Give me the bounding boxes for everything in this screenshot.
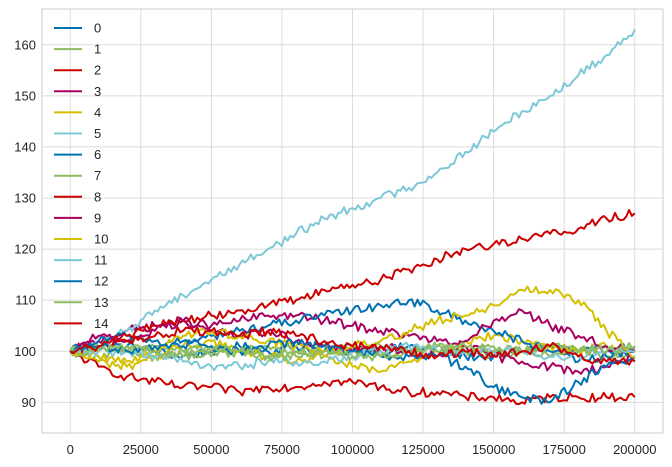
x-tick-label: 125000 bbox=[401, 442, 444, 457]
x-tick-label: 175000 bbox=[543, 442, 586, 457]
legend-label-7: 7 bbox=[94, 168, 101, 183]
y-tick-label: 120 bbox=[14, 242, 36, 257]
series-line-2 bbox=[69, 349, 636, 406]
legend-label-1: 1 bbox=[94, 42, 101, 57]
legend-label-12: 12 bbox=[94, 274, 108, 289]
legend-label-11: 11 bbox=[94, 253, 108, 268]
legend-label-14: 14 bbox=[94, 316, 108, 331]
y-tick-label: 90 bbox=[22, 395, 36, 410]
legend-label-13: 13 bbox=[94, 295, 108, 310]
series-line-14 bbox=[69, 326, 636, 366]
x-tick-label: 150000 bbox=[472, 442, 515, 457]
series-line-12 bbox=[69, 337, 636, 405]
y-tick-label: 160 bbox=[14, 37, 36, 52]
legend-label-0: 0 bbox=[94, 21, 101, 36]
series-line-13 bbox=[69, 341, 636, 362]
y-tick-label: 130 bbox=[14, 191, 36, 206]
y-tick-label: 140 bbox=[14, 139, 36, 154]
y-tick-label: 110 bbox=[15, 293, 36, 308]
series-line-8 bbox=[69, 209, 636, 357]
series-layer bbox=[69, 28, 636, 406]
plot-border bbox=[41, 8, 664, 434]
legend-label-3: 3 bbox=[94, 84, 101, 99]
y-tick-label: 150 bbox=[14, 88, 36, 103]
x-tick-label: 200000 bbox=[613, 442, 656, 457]
legend-label-8: 8 bbox=[94, 189, 101, 204]
legend-label-9: 9 bbox=[94, 210, 101, 225]
legend-label-6: 6 bbox=[94, 147, 101, 162]
plot-frame bbox=[41, 8, 664, 434]
y-tick-label: 100 bbox=[14, 344, 36, 359]
x-tick-label: 100000 bbox=[331, 442, 374, 457]
x-tick-label: 50000 bbox=[193, 442, 229, 457]
x-tick-label: 75000 bbox=[264, 442, 300, 457]
legend-label-5: 5 bbox=[94, 126, 101, 141]
x-tick-label: 0 bbox=[67, 442, 74, 457]
y-axis-ticks: 90 100 110 120 130 140 150 160 bbox=[14, 37, 36, 410]
legend-label-10: 10 bbox=[94, 232, 108, 247]
legend-label-2: 2 bbox=[94, 63, 101, 78]
series-line-5 bbox=[69, 28, 636, 354]
x-tick-label: 25000 bbox=[123, 442, 159, 457]
series-line-3 bbox=[69, 311, 636, 375]
x-axis-ticks: 0 25000 50000 75000 100000 125000 150000 175000… bbox=[67, 442, 657, 457]
legend-label-4: 4 bbox=[94, 105, 101, 120]
